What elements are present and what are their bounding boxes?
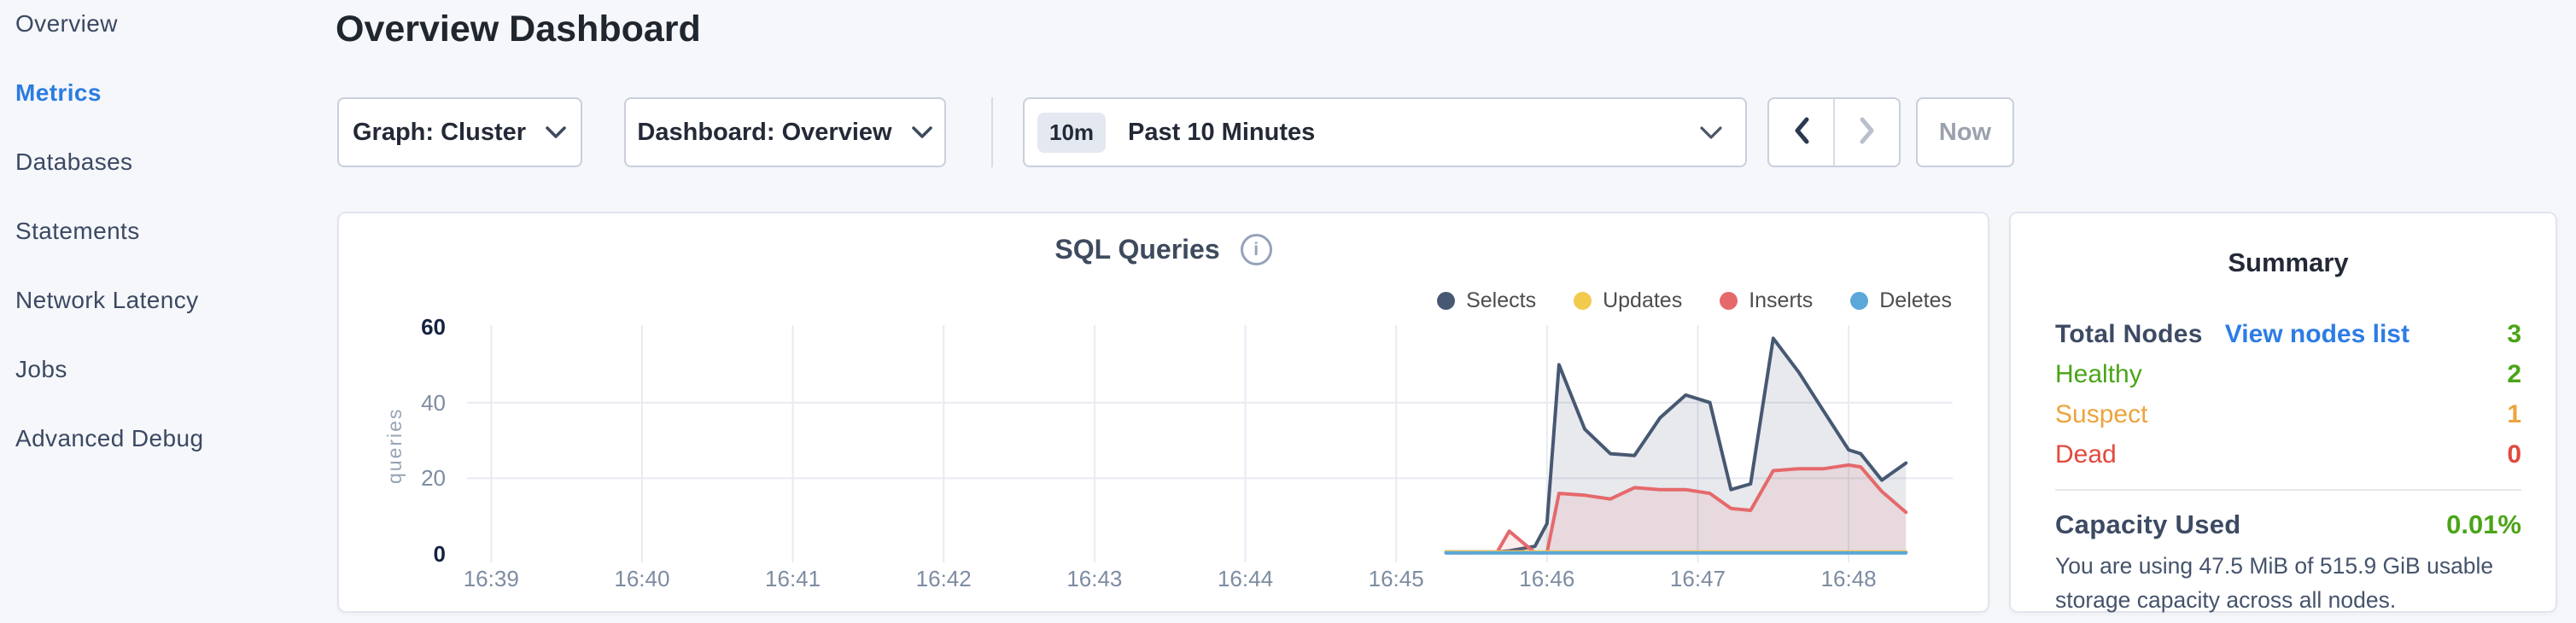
node-status-rows: Total Nodes View nodes list 3 Healthy 2 … <box>2055 314 2521 475</box>
x-tick-label: 16:42 <box>915 566 972 591</box>
inserts-legend-dot-icon <box>1720 292 1738 310</box>
healthy-row: Healthy 2 <box>2055 354 2521 394</box>
view-nodes-list-link[interactable]: View nodes list <box>2224 319 2410 348</box>
chevron-right-icon <box>1859 116 1876 149</box>
next-time-button[interactable] <box>1835 99 1899 166</box>
y-tick-label: 60 <box>421 314 446 341</box>
chart-legend: Selects Updates Inserts Deletes <box>1437 288 1952 313</box>
healthy-label: Healthy <box>2055 359 2142 388</box>
x-tick-label: 16:41 <box>765 566 821 591</box>
sql-queries-chart-card: SQL Queries i Selects Updates Inserts Delet… <box>337 212 1989 613</box>
time-window-badge: 10m <box>1037 112 1107 153</box>
sidebar-item-databases[interactable]: Databases <box>15 148 133 175</box>
chart-header: SQL Queries i <box>339 234 1988 265</box>
dashboard-dropdown-label: Dashboard: Overview <box>637 118 892 146</box>
x-tick-label: 16:48 <box>1820 566 1877 591</box>
legend-item-deletes[interactable]: Deletes <box>1850 288 1952 313</box>
dead-label: Dead <box>2055 440 2117 469</box>
suspect-value: 1 <box>2507 399 2521 428</box>
page-title: Overview Dashboard <box>336 9 701 49</box>
total-nodes-value: 3 <box>2507 319 2521 348</box>
sidebar-item-advanced-debug[interactable]: Advanced Debug <box>15 424 204 451</box>
legend-label: Deletes <box>1879 288 1952 312</box>
x-axis-labels: 16:39 16:40 16:41 16:42 16:43 16:44 16:45 16:46… <box>463 566 1953 600</box>
healthy-value: 2 <box>2507 359 2521 388</box>
dead-row: Dead 0 <box>2055 434 2521 475</box>
capacity-used-label: Capacity Used <box>2055 509 2241 539</box>
total-nodes-row: Total Nodes View nodes list 3 <box>2055 314 2521 354</box>
chevron-down-icon <box>545 125 567 139</box>
toolbar-divider <box>991 97 993 167</box>
legend-item-inserts[interactable]: Inserts <box>1720 288 1813 313</box>
chevron-down-icon <box>1699 125 1723 140</box>
capacity-description: You are using 47.5 MiB of 515.9 GiB usab… <box>2055 553 2494 613</box>
sidebar-item-jobs[interactable]: Jobs <box>15 355 67 382</box>
y-tick-label: 20 <box>421 465 446 492</box>
sql-queries-plot[interactable] <box>467 321 1953 562</box>
toolbar: Graph: Cluster Dashboard: Overview 10m P… <box>337 97 2014 167</box>
chevron-down-icon <box>911 125 933 139</box>
legend-label: Inserts <box>1749 288 1814 312</box>
suspect-label: Suspect <box>2055 399 2148 428</box>
suspect-row: Suspect 1 <box>2055 394 2521 434</box>
time-range-label: Past 10 Minutes <box>1128 118 1316 146</box>
x-tick-label: 16:45 <box>1368 566 1424 591</box>
summary-divider <box>2055 489 2521 491</box>
x-tick-label: 16:40 <box>614 566 670 591</box>
dead-value: 0 <box>2507 440 2521 469</box>
legend-label: Updates <box>1603 288 1683 312</box>
time-range-selector[interactable]: 10m Past 10 Minutes <box>1023 97 1747 167</box>
capacity-row: Capacity Used 0.01% <box>2055 509 2521 540</box>
x-tick-label: 16:44 <box>1217 566 1274 591</box>
now-button[interactable]: Now <box>1916 97 2014 167</box>
deletes-legend-dot-icon <box>1850 292 1869 310</box>
info-icon[interactable]: i <box>1240 234 1272 265</box>
time-step-button-group <box>1767 97 1901 167</box>
chevron-left-icon <box>1793 116 1810 149</box>
previous-time-button[interactable] <box>1769 99 1835 166</box>
legend-label: Selects <box>1466 288 1537 312</box>
y-axis-label: queries <box>383 407 406 484</box>
legend-item-updates[interactable]: Updates <box>1574 288 1682 313</box>
graph-dropdown[interactable]: Graph: Cluster <box>337 97 582 167</box>
y-tick-label: 40 <box>421 389 446 416</box>
sidebar-item-statements[interactable]: Statements <box>15 217 140 244</box>
summary-title: Summary <box>2228 247 2349 277</box>
selects-legend-dot-icon <box>1437 292 1456 310</box>
dashboard-dropdown[interactable]: Dashboard: Overview <box>624 97 946 167</box>
summary-panel: Summary Total Nodes View nodes list 3 He… <box>2009 212 2557 613</box>
sidebar-item-network-latency[interactable]: Network Latency <box>15 286 199 313</box>
capacity-used-value: 0.01% <box>2446 509 2521 539</box>
sidebar: Overview Metrics Databases Statements Networ… <box>0 0 324 623</box>
legend-item-selects[interactable]: Selects <box>1437 288 1536 313</box>
updates-legend-dot-icon <box>1574 292 1592 310</box>
graph-dropdown-label: Graph: Cluster <box>352 118 527 146</box>
x-tick-label: 16:39 <box>463 566 519 591</box>
total-nodes-label: Total Nodes <box>2055 319 2203 348</box>
x-tick-label: 16:43 <box>1066 566 1123 591</box>
chart-title: SQL Queries <box>1054 234 1220 265</box>
sidebar-item-overview[interactable]: Overview <box>15 9 118 37</box>
x-tick-label: 16:47 <box>1669 566 1726 591</box>
y-tick-label: 0 <box>433 541 446 567</box>
sidebar-item-metrics[interactable]: Metrics <box>15 79 102 106</box>
x-tick-label: 16:46 <box>1519 566 1575 591</box>
